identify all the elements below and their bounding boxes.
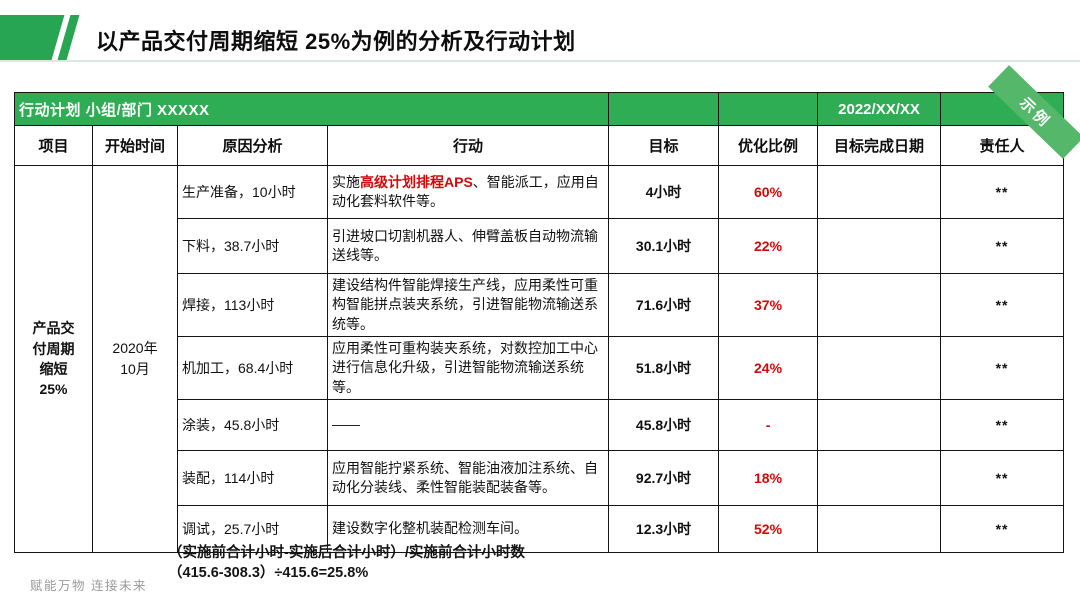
- action-cell: 应用柔性可重构装夹系统，对数控加工中心进行信息化升级，引进智能物流输送系统等。: [326, 335, 610, 400]
- due-date-cell: [817, 218, 942, 274]
- table-row: 涂装，45.8小时 —— 45.8小时 - **: [15, 398, 1065, 451]
- due-date-cell: [817, 449, 942, 506]
- owner-cell: **: [940, 335, 1065, 400]
- cause-cell: 装配，114小时: [177, 449, 328, 506]
- due-date-cell: [817, 273, 942, 337]
- owner-cell: **: [940, 398, 1065, 451]
- plan-date-label: 2022/XX/XX: [817, 92, 942, 126]
- footer-slogan: 赋能万物 连接未来: [30, 579, 147, 593]
- table-row: 装配，114小时 应用智能拧紧系统、智能油液加注系统、自动化分装线、柔性智能装配…: [15, 449, 1065, 506]
- target-cell: 51.8小时: [608, 335, 720, 400]
- action-cell: 应用智能拧紧系统、智能油液加注系统、自动化分装线、柔性智能装配装备等。: [326, 449, 610, 506]
- due-date-cell: [817, 165, 942, 219]
- col-header-action: 行动: [326, 125, 610, 166]
- start-time-cell: 2020年 10月: [92, 165, 178, 553]
- due-date-cell: [817, 335, 942, 400]
- owner-cell: **: [940, 449, 1065, 506]
- cause-cell: 生产准备，10小时: [177, 165, 328, 219]
- col-header-ratio: 优化比例: [718, 125, 819, 166]
- action-plan-table: 行动计划 小组/部门 XXXXX 2022/XX/XX 项目 开始时间 原因分析…: [13, 92, 1065, 553]
- cause-cell: 涂装，45.8小时: [177, 398, 328, 451]
- cause-cell: 机加工，68.4小时: [177, 335, 328, 400]
- table-row: 产品交 付周期 缩短 25% 2020年 10月 生产准备，10小时 实施高级计…: [14, 165, 1065, 553]
- due-date-cell: [817, 504, 942, 553]
- cause-cell: 调试，25.7小时: [177, 504, 328, 553]
- target-cell: 45.8小时: [608, 398, 720, 451]
- col-header-target: 目标: [608, 125, 720, 166]
- target-cell: 30.1小时: [608, 218, 720, 274]
- table-row: 焊接，113小时 建设结构件智能焊接生产线，应用柔性可重构智能拼点装夹系统，引进…: [15, 273, 1065, 337]
- title-accent-shape: [0, 15, 65, 60]
- header-divider: [0, 60, 1080, 62]
- calculation-note-line2: （415.6-308.3）÷415.6=25.8%: [168, 565, 369, 582]
- calculation-note: （实施前合计小时-实施后合计小时）/实施前合计小时数 （415.6-308.3）…: [168, 543, 525, 584]
- action-text: 实施: [332, 173, 360, 190]
- table-row: 调试，25.7小时 建设数字化整机装配检测车间。 12.3小时 52% **: [15, 504, 1065, 553]
- table-header-row: 项目 开始时间 原因分析 行动 目标 优化比例 目标完成日期 责任人: [14, 125, 1065, 166]
- ratio-cell: 24%: [718, 335, 819, 400]
- meta-empty-cell: [718, 92, 819, 126]
- action-cell: 引进坡口切割机器人、伸臂盖板自动物流输送线等。: [326, 218, 610, 274]
- target-cell: 71.6小时: [608, 273, 720, 337]
- ratio-cell: 52%: [718, 504, 819, 553]
- target-cell: 4小时: [608, 165, 720, 219]
- owner-cell: **: [940, 218, 1065, 274]
- cause-cell: 焊接，113小时: [177, 273, 328, 337]
- action-cell: 建设数字化整机装配检测车间。: [326, 504, 610, 553]
- calculation-note-line1: （实施前合计小时-实施后合计小时）/实施前合计小时数: [168, 545, 525, 561]
- action-text: 、智能派工，应用自动化套料软件等。: [332, 173, 599, 209]
- cause-cell: 下料，38.7小时: [177, 218, 328, 274]
- ratio-cell: 60%: [718, 165, 819, 219]
- due-date-cell: [817, 398, 942, 451]
- page-title: 以产品交付周期缩短 25%为例的分析及行动计划: [96, 29, 576, 54]
- action-cell: 实施高级计划排程APS、智能派工，应用自动化套料软件等。: [326, 165, 610, 219]
- project-cell: 产品交 付周期 缩短 25%: [14, 165, 93, 553]
- owner-cell: **: [940, 504, 1065, 553]
- ratio-cell: 37%: [718, 273, 819, 337]
- target-cell: 92.7小时: [608, 449, 720, 506]
- owner-cell: **: [940, 165, 1065, 219]
- col-header-due-date: 目标完成日期: [817, 125, 942, 166]
- table-meta-row: 行动计划 小组/部门 XXXXX 2022/XX/XX: [13, 92, 1065, 126]
- action-text-highlight: 高级计划排程APS: [360, 173, 473, 190]
- col-header-start-time: 开始时间: [92, 125, 178, 166]
- target-cell: 12.3小时: [608, 504, 720, 553]
- action-cell: 建设结构件智能焊接生产线，应用柔性可重构智能拼点装夹系统，引进智能物流输送系统等…: [326, 273, 610, 337]
- ratio-cell: 18%: [718, 449, 819, 506]
- action-cell: ——: [326, 398, 610, 451]
- meta-empty-cell: [608, 92, 720, 126]
- table-row: 下料，38.7小时 引进坡口切割机器人、伸臂盖板自动物流输送线等。 30.1小时…: [15, 218, 1065, 274]
- col-header-cause: 原因分析: [177, 125, 328, 166]
- plan-group-label: 行动计划 小组/部门 XXXXX: [13, 92, 610, 126]
- owner-cell: **: [940, 273, 1065, 337]
- ratio-cell: 22%: [718, 218, 819, 274]
- col-header-project: 项目: [14, 125, 93, 166]
- ratio-cell: -: [718, 398, 819, 451]
